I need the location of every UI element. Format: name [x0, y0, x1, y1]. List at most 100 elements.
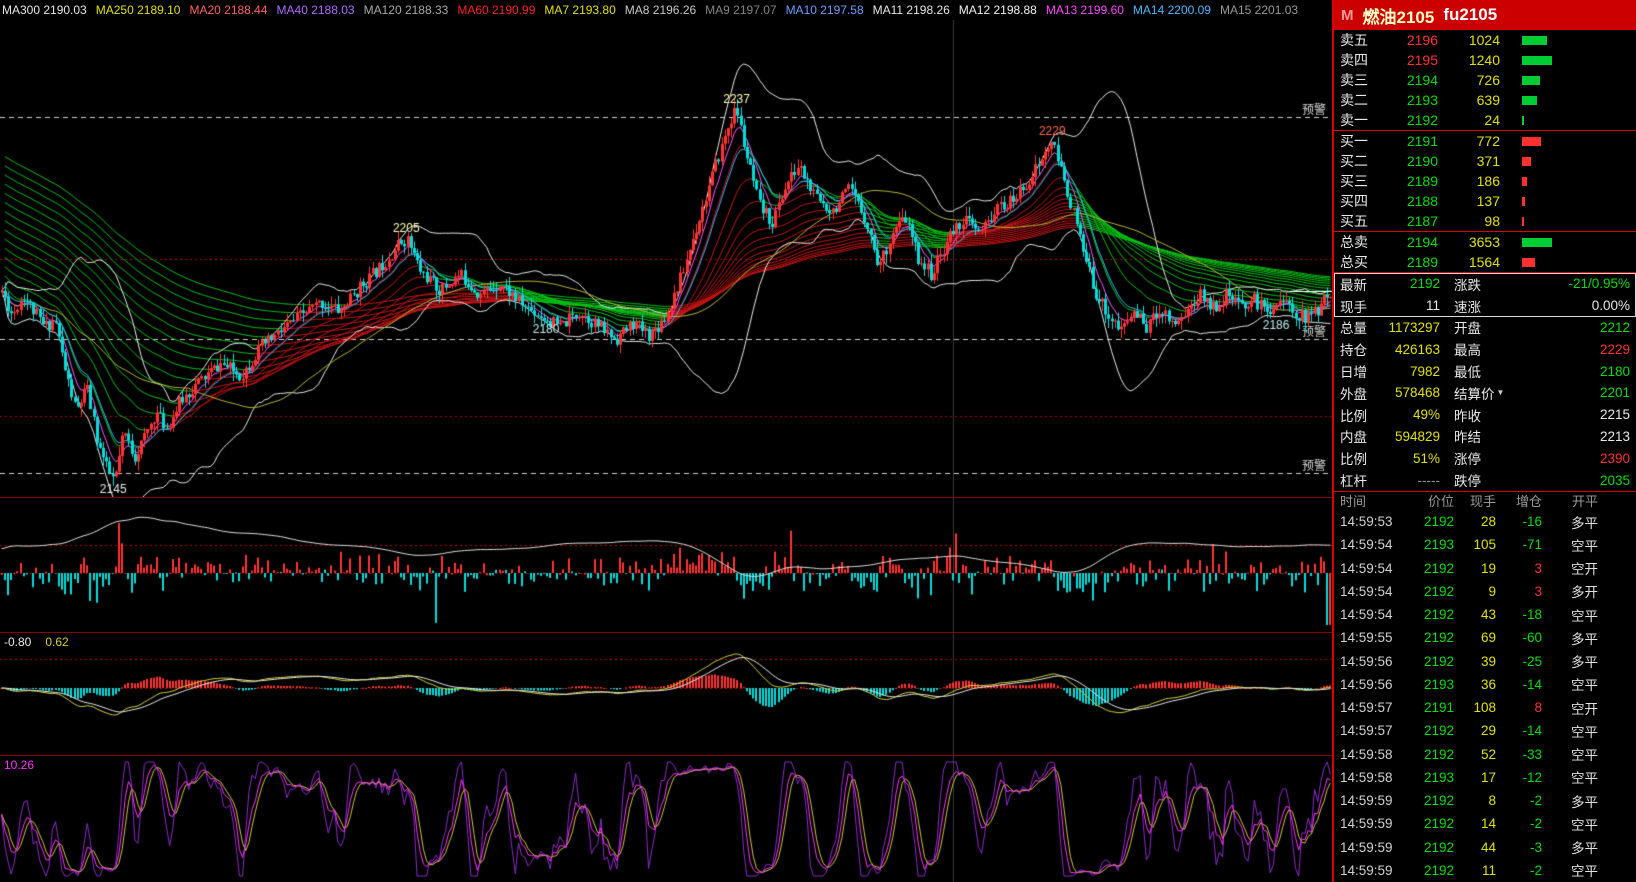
bid-row[interactable]: 买一 2191 772 — [1334, 131, 1636, 151]
tick-volume: 28 — [1480, 514, 1496, 530]
tick-open-close-flag: 多平 — [1571, 515, 1598, 531]
tick-row: 14:59:59 2192 44 -3 多平 — [1334, 835, 1636, 858]
stat-value-left: 49% — [1412, 407, 1440, 423]
ask-row[interactable]: 卖一 2192 24 — [1334, 110, 1636, 130]
tick-row: 14:59:59 2192 8 -2 多平 — [1334, 789, 1636, 812]
ask-price: 2195 — [1406, 52, 1438, 68]
tick-time: 14:59:55 — [1340, 630, 1393, 646]
ma-value-ma250: MA250 2189.10 — [95, 3, 181, 17]
ask-row[interactable]: 卖四 2195 1240 — [1334, 50, 1636, 70]
stat-label-right: 最高 — [1454, 343, 1481, 359]
stat-label-right: 跌停 — [1454, 474, 1481, 490]
ask-row[interactable]: 卖三 2194 726 — [1334, 70, 1636, 90]
bid-volume: 137 — [1476, 193, 1500, 209]
chart-area: MA300 2190.03 MA250 2189.10 MA20 2188.44 MA… — [0, 3, 1332, 882]
stat-label-left: 总量 — [1340, 321, 1367, 337]
bid-row[interactable]: 买四 2188 137 — [1334, 191, 1636, 211]
stat-row: 总量 1173297 开盘 2212 — [1334, 317, 1636, 339]
stat-value-right: 2390 — [1599, 450, 1630, 466]
volume-delta-chart[interactable] — [0, 498, 1332, 632]
tick-open-close-flag: 多平 — [1571, 841, 1598, 857]
stat-value-right: 2213 — [1599, 428, 1630, 444]
stat-label-left: 外盘 — [1340, 386, 1367, 402]
volume-bar — [1522, 176, 1527, 186]
bid-label: 买五 — [1340, 213, 1368, 229]
tick-open-interest: -25 — [1522, 653, 1542, 669]
volume-bar — [1522, 257, 1535, 267]
stat-label-right: 涨跌 — [1454, 277, 1481, 293]
volume-bar-cell — [1500, 176, 1636, 186]
bid-volume: 186 — [1476, 173, 1500, 189]
bid-price: 2187 — [1406, 213, 1438, 229]
tick-price: 2192 — [1423, 862, 1454, 878]
panel-separator — [0, 497, 1332, 498]
panel-separator — [0, 755, 1332, 756]
ma-value-ma15: MA15 2201.03 — [1219, 3, 1299, 17]
kdj-chart[interactable] — [0, 756, 1332, 882]
tick-price: 2192 — [1423, 746, 1454, 762]
bid-label: 买四 — [1340, 193, 1368, 209]
tick-time: 14:59:54 — [1340, 607, 1393, 623]
macd-panel: -0.80 0.62 — [0, 633, 1332, 755]
settlement-dropdown-icon[interactable]: ▼ — [1496, 388, 1505, 398]
bid-row[interactable]: 买五 2187 98 — [1334, 211, 1636, 231]
stat-value-left: 11 — [1425, 298, 1440, 314]
tick-open-close-flag: 空平 — [1571, 817, 1598, 833]
ma-value-ma11: MA11 2198.26 — [872, 3, 950, 17]
stats-separator — [1334, 490, 1636, 492]
volume-bar-cell — [1500, 136, 1636, 146]
macd-values: -0.80 0.62 — [4, 635, 69, 649]
ma-value-ma14: MA14 2200.09 — [1132, 3, 1211, 17]
stat-label-left: 持仓 — [1340, 343, 1367, 359]
stat-label-right[interactable]: 结算价 ▼ — [1454, 386, 1505, 402]
stat-row: 比例 49% 昨收 2215 — [1334, 404, 1636, 426]
bid-row[interactable]: 买三 2189 186 — [1334, 171, 1636, 191]
stat-value-left: 578468 — [1394, 385, 1440, 401]
tick-open-interest: -2 — [1529, 793, 1542, 809]
ask-row[interactable]: 卖二 2193 639 — [1334, 90, 1636, 110]
ask-label: 卖四 — [1340, 52, 1368, 68]
ma-value-ma120: MA120 2188.33 — [363, 3, 449, 17]
tick-volume: 17 — [1480, 769, 1496, 785]
tick-volume: 14 — [1480, 816, 1496, 832]
volume-bar-cell — [1500, 95, 1636, 105]
bid-price: 2191 — [1406, 133, 1438, 149]
tick-open-close-flag: 空平 — [1571, 608, 1598, 624]
tick-row: 14:59:57 2191 108 8 空开 — [1334, 696, 1636, 719]
total-ask-price: 2194 — [1406, 234, 1438, 250]
tick-open-close-flag: 空平 — [1571, 724, 1598, 740]
stat-value-left: 594829 — [1394, 428, 1440, 444]
main-candlestick-chart[interactable] — [0, 20, 1332, 497]
macd-chart[interactable] — [0, 633, 1332, 755]
tick-time: 14:59:54 — [1340, 560, 1393, 576]
book-separator — [1334, 231, 1636, 232]
tick-time: 14:59:59 — [1340, 839, 1393, 855]
bid-label: 买二 — [1340, 153, 1368, 169]
bid-volume: 371 — [1476, 153, 1500, 169]
stat-label-left: 杠杆 — [1340, 474, 1367, 490]
total-ask-row[interactable]: 总卖 2194 3653 — [1334, 232, 1636, 252]
ask-label: 卖一 — [1340, 112, 1368, 128]
instrument-header[interactable]: M 燃油2105 fu2105 — [1334, 0, 1636, 30]
tick-volume: 52 — [1480, 746, 1496, 762]
total-bid-row[interactable]: 总买 2189 1564 — [1334, 252, 1636, 272]
volume-bar-cell — [1500, 55, 1636, 65]
tick-row: 14:59:58 2193 17 -12 空平 — [1334, 766, 1636, 789]
ask-row[interactable]: 卖五 2196 1024 — [1334, 30, 1636, 50]
ask-volume: 1240 — [1468, 52, 1500, 68]
volume-bar-cell — [1500, 237, 1636, 247]
tick-open-close-flag: 多平 — [1571, 794, 1598, 810]
tick-open-interest: -14 — [1522, 676, 1542, 692]
tick-time: 14:59:53 — [1340, 514, 1393, 530]
ma-value-ma8: MA8 2196.26 — [624, 3, 697, 17]
tick-volume: 105 — [1473, 537, 1496, 553]
tick-price: 2192 — [1423, 816, 1454, 832]
tick-row: 14:59:54 2192 43 -18 空平 — [1334, 603, 1636, 626]
bid-row[interactable]: 买二 2190 371 — [1334, 151, 1636, 171]
tick-price: 2192 — [1423, 723, 1454, 739]
tick-volume: 39 — [1480, 653, 1496, 669]
tick-time: 14:59:59 — [1340, 862, 1393, 878]
tick-time: 14:59:57 — [1340, 700, 1393, 716]
volume-panel — [0, 498, 1332, 632]
stat-label-left: 内盘 — [1340, 430, 1367, 446]
